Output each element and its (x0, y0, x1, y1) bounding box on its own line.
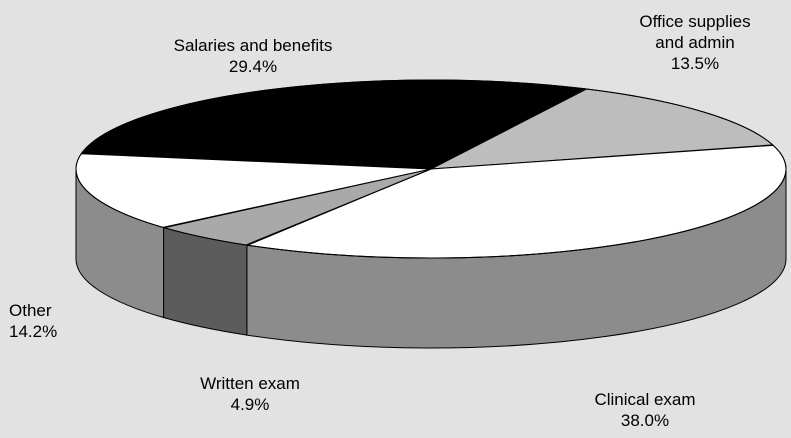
slice-label-clinical-exam: Clinical exam 38.0% (545, 389, 745, 431)
slice-value: 38.0% (620, 411, 670, 430)
pie-slices (75, 79, 787, 259)
slice-label-salaries-and-benefits: Salaries and benefits 29.4% (88, 35, 418, 77)
slice-value: 4.9% (230, 395, 270, 414)
pie-side-walls (75, 168, 787, 349)
pie-side-written-exam (163, 226, 248, 336)
slice-name-line: and admin (655, 33, 735, 52)
slice-name-line: Salaries and benefits (173, 36, 333, 55)
slice-value: 14.2% (9, 322, 58, 341)
slice-name-line: Clinical exam (594, 390, 696, 409)
slice-name-line: Other (9, 301, 52, 320)
slice-label-other: Other 14.2% (9, 300, 89, 342)
slice-value: 13.5% (670, 54, 720, 73)
slice-label-office-supplies-and-admin: Office supplies and admin 13.5% (595, 11, 791, 74)
slice-label-written-exam: Written exam 4.9% (150, 373, 350, 415)
slice-name-line: Written exam (200, 374, 300, 393)
slice-name-line: Office supplies (639, 12, 751, 31)
slice-value: 29.4% (228, 57, 278, 76)
pie-rim (75, 79, 787, 259)
